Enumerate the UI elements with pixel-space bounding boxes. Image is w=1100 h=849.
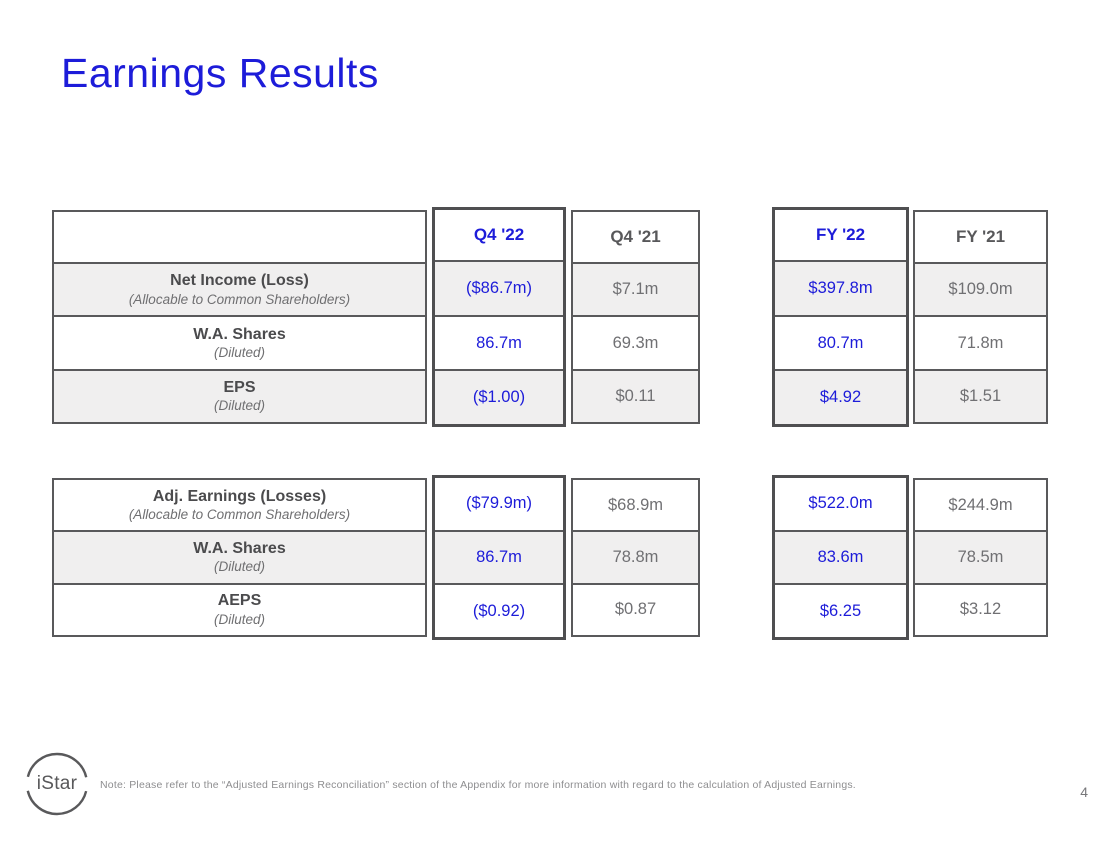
page-number: 4: [1080, 784, 1088, 800]
value-cell: ($1.00): [435, 369, 563, 425]
value-cell: $6.25: [775, 583, 906, 638]
value-cell: 83.6m: [775, 529, 906, 584]
value-cell: ($86.7m): [435, 260, 563, 315]
empty-header-cell: [54, 212, 425, 262]
current-year-column: FY '22 $397.8m 80.7m $4.92: [772, 207, 909, 427]
value-cell: $522.0m: [775, 478, 906, 530]
row-label-wa-shares: W.A. Shares (Diluted): [54, 315, 425, 369]
column-header-fy-22: FY '22: [775, 210, 906, 260]
current-quarter-column: ($79.9m) 86.7m ($0.92): [432, 475, 566, 640]
value-cell: ($0.92): [435, 583, 563, 638]
istar-logo: iStar: [24, 751, 90, 817]
prior-quarter-column: $68.9m 78.8m $0.87: [571, 478, 700, 637]
row-label-wa-shares: W.A. Shares (Diluted): [54, 530, 425, 583]
row-label-aeps: AEPS (Diluted): [54, 582, 425, 635]
value-cell: 86.7m: [435, 314, 563, 370]
value-cell: $3.12: [915, 582, 1046, 635]
table-fullyear-adjusted: $522.0m 83.6m $6.25 $244.9m 78.5m $3.12: [772, 475, 1048, 640]
value-cell: 69.3m: [573, 315, 698, 369]
label-column: Adj. Earnings (Losses) (Allocable to Com…: [52, 478, 427, 637]
current-quarter-column: Q4 '22 ($86.7m) 86.7m ($1.00): [432, 207, 566, 427]
value-cell: $0.11: [573, 368, 698, 422]
prior-year-column: FY '21 $109.0m 71.8m $1.51: [913, 210, 1048, 424]
istar-logo-text: iStar: [36, 773, 78, 794]
column-header-fy-21: FY '21: [915, 212, 1046, 262]
current-year-column: $522.0m 83.6m $6.25: [772, 475, 909, 640]
table-quarterly-adjusted: Adj. Earnings (Losses) (Allocable to Com…: [52, 475, 700, 640]
page-title: Earnings Results: [61, 50, 379, 96]
istar-logo-circle-icon: [24, 752, 90, 821]
value-cell: 80.7m: [775, 314, 906, 370]
value-cell: $7.1m: [573, 262, 698, 316]
value-cell: $1.51: [915, 368, 1046, 422]
value-cell: $0.87: [573, 582, 698, 635]
footnote: Note: Please refer to the “Adjusted Earn…: [100, 779, 856, 791]
table-fullyear-earnings: FY '22 $397.8m 80.7m $4.92 FY '21 $109.0…: [772, 207, 1048, 427]
value-cell: $68.9m: [573, 480, 698, 531]
value-cell: $397.8m: [775, 260, 906, 315]
value-cell: $244.9m: [915, 480, 1046, 531]
value-cell: ($79.9m): [435, 478, 563, 530]
value-cell: $109.0m: [915, 262, 1046, 316]
value-cell: $4.92: [775, 369, 906, 425]
prior-quarter-column: Q4 '21 $7.1m 69.3m $0.11: [571, 210, 700, 424]
prior-year-column: $244.9m 78.5m $3.12: [913, 478, 1048, 637]
row-label-net-income: Net Income (Loss) (Allocable to Common S…: [54, 262, 425, 316]
column-header-q4-21: Q4 '21: [573, 212, 698, 262]
row-label-eps: EPS (Diluted): [54, 368, 425, 422]
label-column: Net Income (Loss) (Allocable to Common S…: [52, 210, 427, 424]
value-cell: 78.5m: [915, 530, 1046, 583]
value-cell: 78.8m: [573, 530, 698, 583]
value-cell: 71.8m: [915, 315, 1046, 369]
column-header-q4-22: Q4 '22: [435, 210, 563, 260]
row-label-adj-earnings: Adj. Earnings (Losses) (Allocable to Com…: [54, 480, 425, 531]
table-quarterly-earnings: Net Income (Loss) (Allocable to Common S…: [52, 207, 700, 427]
value-cell: 86.7m: [435, 529, 563, 584]
